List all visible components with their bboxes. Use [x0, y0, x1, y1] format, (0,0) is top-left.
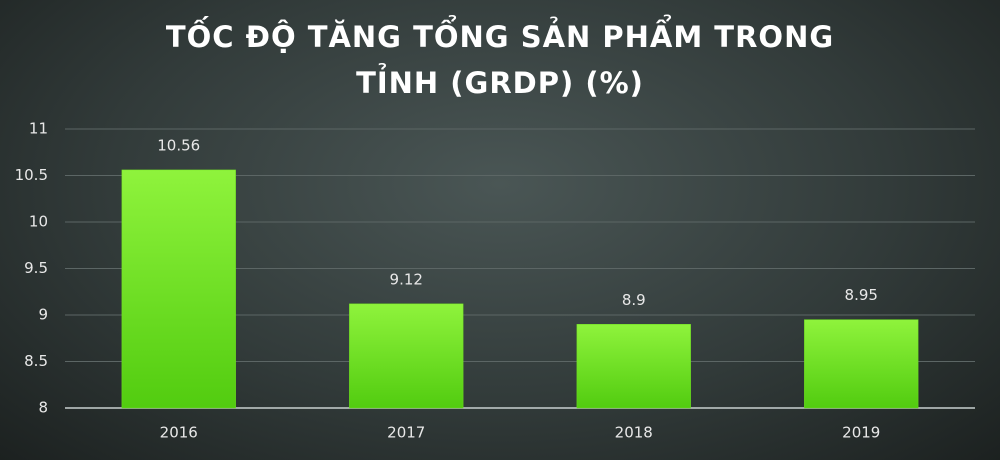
- y-tick-label: 8.5: [24, 352, 48, 370]
- x-tick-label: 2018: [615, 424, 653, 442]
- y-tick-label: 9.5: [24, 259, 48, 277]
- value-label: 10.56: [157, 136, 200, 154]
- bar: [576, 324, 691, 409]
- y-tick-label: 9: [38, 306, 48, 324]
- value-label: 8.9: [622, 291, 646, 309]
- bar: [349, 303, 464, 409]
- x-tick-label: 2016: [160, 424, 198, 442]
- x-tick-label: 2019: [842, 424, 880, 442]
- chart-title: TỐC ĐỘ TĂNG TỔNG SẢN PHẨM TRONG TỈNH (GR…: [165, 20, 835, 100]
- value-label: 9.12: [390, 270, 423, 288]
- bar: [804, 319, 919, 409]
- y-tick-label: 10.5: [15, 166, 48, 184]
- y-tick-label: 10: [29, 213, 48, 231]
- bar: [121, 169, 236, 409]
- y-tick-label: 11: [29, 120, 48, 138]
- y-tick-label: 8: [38, 399, 48, 417]
- value-label: 8.95: [845, 286, 878, 304]
- x-tick-label: 2017: [387, 424, 425, 442]
